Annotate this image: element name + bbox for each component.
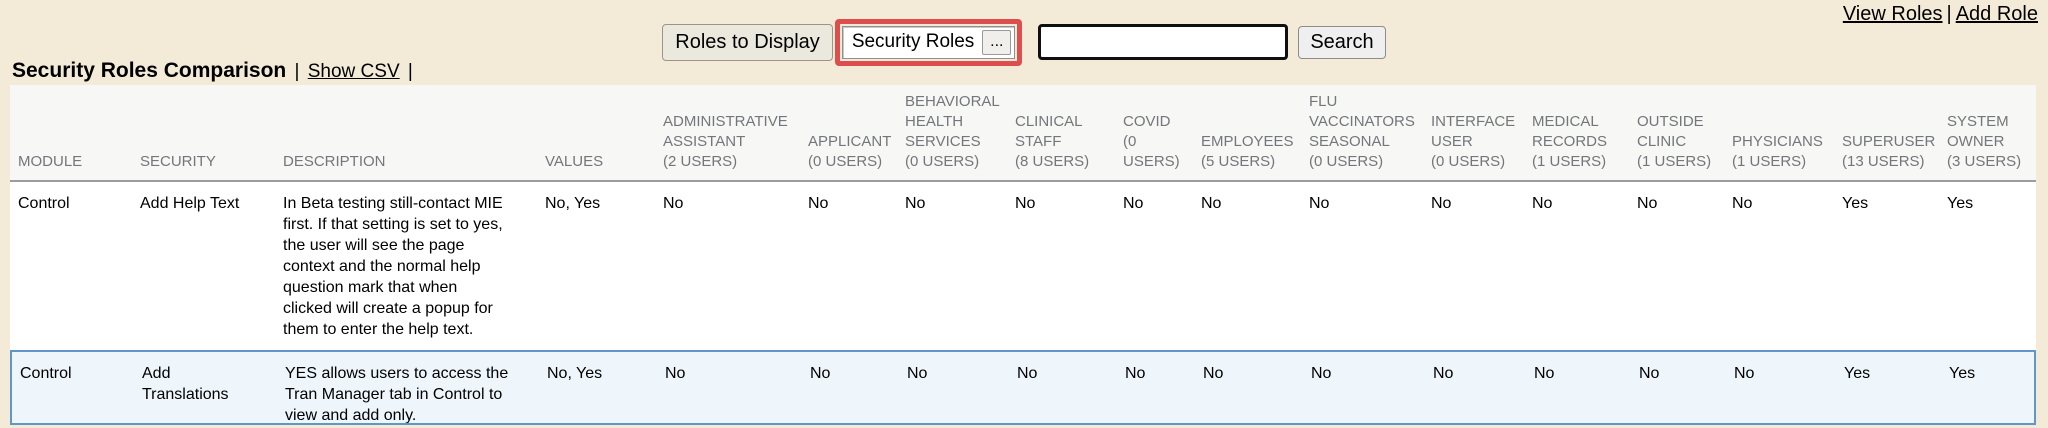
table-cell: No [1639,365,1660,382]
title-separator: | [407,61,413,82]
table-cell: No [1637,195,1658,212]
table-cell: Yes [1949,365,1976,382]
column-header-values: VALUES [545,153,604,170]
table-cell: No [1431,195,1452,212]
roles-select-value: Security Roles [851,31,975,52]
table-body: Control Add Help Text In Beta testing stil… [10,182,2036,425]
column-header-employees: EMPLOYEES (5 USERS) [1201,133,1294,170]
table-cell: No [1532,195,1553,212]
table-cell: Yes [1842,195,1869,212]
table-cell: No [1734,365,1755,382]
table-cell: No [1433,365,1454,382]
table-cell: Add Translations [142,365,229,403]
table-cell: No [905,195,926,212]
table-cell: No [665,365,686,382]
column-header-outside: OUTSIDE CLINIC (1 USERS) [1637,113,1712,170]
column-header-flu: FLU VACCINATORS SEASONAL (0 USERS) [1309,93,1415,170]
search-button[interactable]: Search [1298,25,1386,59]
table-cell: In Beta testing still-contact MIE first.… [283,195,503,338]
table-cell: No [1311,365,1332,382]
table-cell: No [663,195,684,212]
table-header-row: MODULE SECURITY DESCRIPTION VALUES ADMINISTR… [10,85,2036,182]
page-title: Security Roles Comparison [12,59,287,82]
table-cell: No [1123,195,1144,212]
table-cell: No [907,365,928,382]
link-separator: | [1946,3,1952,25]
table-cell: No [1203,365,1224,382]
column-header-interface: INTERFACE USER (0 USERS) [1431,113,1516,170]
table-cell: YES allows users to access the Tran Mana… [285,365,509,423]
table-cell: No, Yes [545,195,601,212]
page-actions: View Roles | Add Role [0,0,2048,26]
table-cell: Control [20,365,72,382]
column-header-covid: COVID (0 USERS) [1123,113,1180,170]
table-row[interactable]: Control Add Help Text In Beta testing stil… [10,182,2036,350]
column-header-security: SECURITY [140,153,216,170]
column-header-description: DESCRIPTION [283,153,386,170]
table-cell: No [810,365,831,382]
table-cell: No [1309,195,1330,212]
column-header-superuser: SUPERUSER (13 USERS) [1842,133,1936,170]
security-roles-table: MODULE SECURITY DESCRIPTION VALUES ADMINISTR… [10,85,2036,425]
column-header-physicians: PHYSICIANS (1 USERS) [1732,133,1823,170]
column-header-administrative: ADMINISTRATIVE ASSISTANT (2 USERS) [663,113,788,170]
column-header-clinical: CLINICAL STAFF (8 USERS) [1015,113,1090,170]
ellipsis-button[interactable]: ... [982,29,1012,55]
table-cell: No [808,195,829,212]
security-roles-select[interactable]: Security Roles ... [841,25,1016,59]
table-cell: No [1732,195,1753,212]
view-roles-link[interactable]: View Roles [1842,3,1943,25]
column-header-applicant: APPLICANT (0 USERS) [808,133,892,170]
column-header-system: SYSTEM OWNER (3 USERS) [1947,113,2022,170]
table-cell: Yes [1947,195,1974,212]
show-csv-link[interactable]: Show CSV [307,61,400,82]
search-input[interactable] [1038,24,1289,60]
column-header-behavioral: BEHAVIORAL HEALTH SERVICES (0 USERS) [905,93,1000,170]
table-cell: Yes [1844,365,1871,382]
table-cell: No [1201,195,1222,212]
roles-toolbar: Roles to Display Security Roles ... Sear… [0,18,2048,66]
title-separator: | [294,61,300,82]
column-header-medical: MEDICAL RECORDS (1 USERS) [1532,113,1608,170]
table-cell: No [1534,365,1555,382]
table-cell: No [1015,195,1036,212]
add-role-link[interactable]: Add Role [1955,3,2038,25]
highlight-box: Security Roles ... [834,18,1023,66]
roles-to-display-button[interactable]: Roles to Display [662,23,833,61]
table-row[interactable]: Control Add Translations YES allows users … [10,350,2036,425]
table-cell: Control [18,195,70,212]
table-cell: No, Yes [547,365,603,382]
table-cell: No [1017,365,1038,382]
column-header-module: MODULE [18,153,83,170]
title-row: Security Roles Comparison | Show CSV | [12,59,2048,85]
table-cell: No [1125,365,1146,382]
table-cell: Add Help Text [140,195,240,212]
